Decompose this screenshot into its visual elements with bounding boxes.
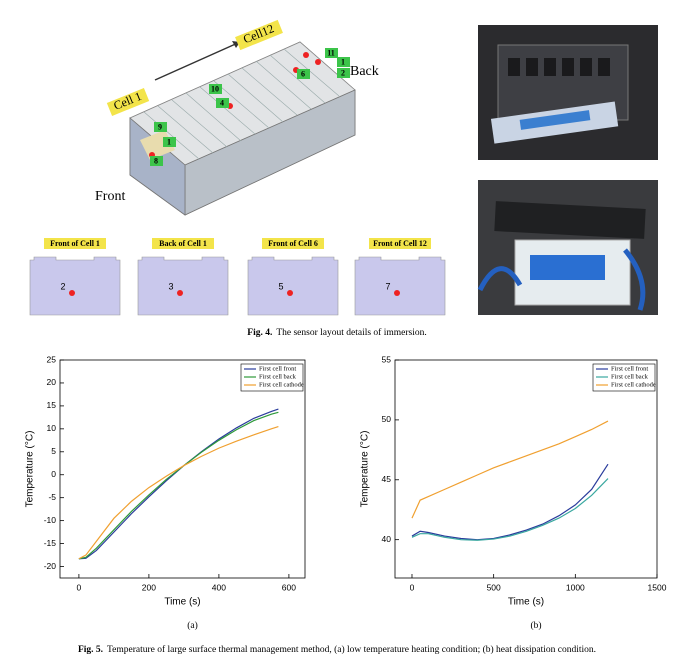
y-tick-label: 55 xyxy=(382,354,392,364)
series-line xyxy=(78,411,279,560)
y-axis-label: Temperature (°C) xyxy=(360,431,371,508)
y-tick-label: -15 xyxy=(44,538,57,548)
x-tick-label: 500 xyxy=(487,582,501,592)
y-tick-label: 5 xyxy=(51,446,56,456)
legend-label: First cell front xyxy=(611,365,648,372)
sensor-number: 3 xyxy=(168,281,173,291)
panel-title: Front of Cell 1 xyxy=(50,239,100,248)
legend-label: First cell cathode xyxy=(611,381,656,388)
sensor-tag: 1 xyxy=(341,57,345,66)
panel-title-bg xyxy=(262,238,324,249)
sensor-number: 7 xyxy=(385,281,390,291)
sensor-tag-bg xyxy=(337,68,350,78)
x-tick-label: 200 xyxy=(142,582,156,592)
back-label: Back xyxy=(350,64,379,79)
sensor-tag-bg xyxy=(337,57,350,67)
panel-title: Back of Cell 1 xyxy=(159,239,207,248)
sensor-tag: 4 xyxy=(220,98,224,107)
y-tick-label: 20 xyxy=(47,377,57,387)
sensor-tag: 8 xyxy=(154,156,158,165)
fig4-caption-label: Fig. 4. xyxy=(247,328,272,338)
x-tick-label: 1000 xyxy=(566,582,585,592)
panel-title-bg xyxy=(152,238,214,249)
x-axis-label: Time (s) xyxy=(164,597,200,608)
series-line xyxy=(411,420,609,519)
x-tick-label: 600 xyxy=(282,582,296,592)
y-tick-label: 25 xyxy=(47,354,57,364)
x-tick-label: 1500 xyxy=(648,582,667,592)
legend-label: First cell back xyxy=(259,373,297,380)
sensor-tag-bg xyxy=(154,122,167,132)
photo-top xyxy=(478,25,658,160)
sensor-dot xyxy=(287,290,293,296)
series-line xyxy=(411,463,609,541)
sensor-tag-bg xyxy=(209,84,222,94)
sensor-tag-bg xyxy=(216,98,229,108)
sensor-tag: 6 xyxy=(301,69,305,78)
sensor-dot xyxy=(69,290,75,296)
cell-face xyxy=(137,256,229,316)
y-tick-label: 10 xyxy=(47,423,57,433)
legend-label: First cell front xyxy=(259,365,296,372)
sensor-dot xyxy=(394,290,400,296)
panel-title: Front of Cell 12 xyxy=(373,239,427,248)
y-tick-label: 45 xyxy=(382,474,392,484)
y-tick-label: 0 xyxy=(51,469,56,479)
sensor-tag: 10 xyxy=(211,84,219,93)
sensor-tag: 11 xyxy=(327,48,335,57)
sensor-tag: 1 xyxy=(167,137,171,146)
plot-frame xyxy=(59,359,306,579)
series-line xyxy=(411,478,609,541)
pack-diagram xyxy=(106,19,356,216)
series-line xyxy=(78,408,279,560)
y-tick-label: 15 xyxy=(47,400,57,410)
front-label: Front xyxy=(95,189,125,204)
sensor-tag-bg xyxy=(163,137,176,147)
sensor-tag: 2 xyxy=(341,68,345,77)
panel-caption: (a) xyxy=(187,620,198,631)
sensor-tag-bg xyxy=(297,69,310,79)
sensor-dot xyxy=(177,290,183,296)
panel-caption: (b) xyxy=(530,620,541,631)
fig5-caption-text: Temperature of large surface thermal man… xyxy=(107,644,596,655)
y-tick-label: -20 xyxy=(44,561,57,571)
y-tick-label: -5 xyxy=(48,492,56,502)
fig4-caption-text: The sensor layout details of immersion. xyxy=(276,327,426,338)
x-axis-label: Time (s) xyxy=(508,597,544,608)
sensor-number: 2 xyxy=(60,281,65,291)
sensor-tag-bg xyxy=(150,156,163,166)
fig4-caption: Fig. 4. The sensor layout details of imme… xyxy=(247,327,426,338)
plot-frame xyxy=(394,359,658,579)
photo-bottom xyxy=(477,180,658,315)
y-axis-label: Temperature (°C) xyxy=(25,431,36,508)
cell-face xyxy=(354,256,446,316)
panel-title: Front of Cell 6 xyxy=(268,239,318,248)
cell-face xyxy=(29,256,121,316)
sensor-tag: 9 xyxy=(158,122,162,131)
sensor-tag-bg xyxy=(325,48,338,58)
y-tick-label: 50 xyxy=(382,414,392,424)
panel-title-bg xyxy=(44,238,106,249)
fig5-caption: Fig. 5. Temperature of large surface ther… xyxy=(78,644,596,655)
sensor-number: 5 xyxy=(278,281,283,291)
legend-label: First cell back xyxy=(611,373,649,380)
panel-title-bg xyxy=(369,238,431,249)
fig5-caption-label: Fig. 5. xyxy=(78,645,103,655)
cell-face xyxy=(247,256,339,316)
y-tick-label: -10 xyxy=(44,515,57,525)
x-tick-label: 400 xyxy=(212,582,226,592)
series-line xyxy=(78,425,279,560)
x-tick-label: 0 xyxy=(410,582,415,592)
legend-label: First cell cathode xyxy=(259,381,304,388)
x-tick-label: 0 xyxy=(77,582,82,592)
y-tick-label: 40 xyxy=(382,534,392,544)
